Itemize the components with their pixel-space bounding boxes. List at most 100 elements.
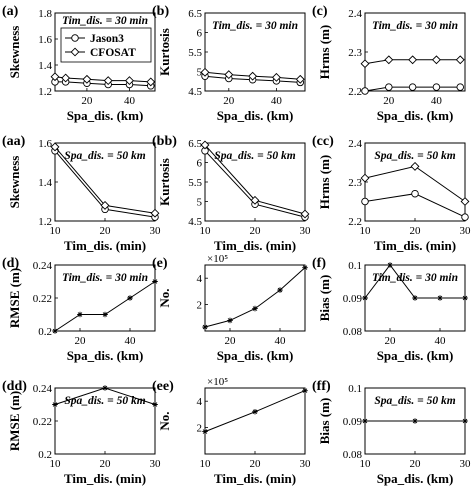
x-tick-label: 10 bbox=[200, 225, 212, 237]
panel-label: (b) bbox=[152, 4, 169, 19]
y-tick-label: 2.4 bbox=[348, 138, 362, 150]
x-tick-label: 30 bbox=[150, 225, 162, 237]
data-point-star bbox=[362, 295, 368, 301]
data-point-star bbox=[202, 324, 208, 330]
y-tick-label: 5.5 bbox=[188, 177, 202, 189]
y-axis-label: No. bbox=[157, 411, 172, 430]
x-tick-label: 10 bbox=[200, 458, 212, 470]
data-point-star bbox=[77, 311, 83, 318]
panel-label: (f) bbox=[312, 256, 326, 271]
panel-label: (bb) bbox=[152, 134, 177, 149]
y-tick-label: 5.5 bbox=[188, 47, 202, 59]
panel-annotation: Tim_dis. = 30 min bbox=[62, 15, 148, 27]
y-tick-label: 5 bbox=[197, 197, 203, 209]
y-tick-label: 4 bbox=[197, 396, 203, 408]
x-tick-label: 30 bbox=[460, 225, 472, 237]
data-point-cfosat bbox=[50, 142, 60, 152]
x-axis-label: Spa_dis. (km) bbox=[377, 348, 454, 363]
panel-label: (ee) bbox=[152, 379, 174, 394]
data-point-star bbox=[252, 408, 258, 415]
data-point-star bbox=[102, 311, 108, 318]
y-axis-label: RMSE (m) bbox=[7, 268, 22, 328]
data-point-star bbox=[462, 295, 468, 301]
legend-entry: Jason3 bbox=[90, 33, 124, 45]
data-point-cfosat bbox=[455, 55, 465, 65]
x-tick-label: 10 bbox=[50, 225, 62, 237]
panel-annotation: Tim_dis. = 30 min bbox=[372, 272, 458, 284]
x-tick-label: 20 bbox=[225, 335, 237, 347]
data-point-star bbox=[102, 385, 108, 391]
y-tick-label: 4.5 bbox=[188, 216, 202, 228]
data-point-jason3 bbox=[361, 87, 369, 95]
data-point-cfosat bbox=[146, 77, 156, 87]
x-axis-label: Tim_dis. (min) bbox=[374, 238, 456, 253]
series-line bbox=[204, 267, 306, 328]
y-axis-label: Kurtosis bbox=[157, 158, 172, 206]
panel-annotation: Spa_dis. = 50 km bbox=[374, 150, 455, 162]
y-tick-label: 0.1 bbox=[348, 260, 362, 272]
data-point-jason3 bbox=[411, 189, 419, 198]
x-tick-label: 20 bbox=[75, 335, 87, 347]
data-point-star bbox=[227, 317, 233, 324]
x-axis-label: Spa_dis. (km) bbox=[67, 348, 144, 363]
panel-e: 20 40 2 4 Spa_dis. (km) No. (e) ×10⁵ bbox=[152, 253, 308, 363]
y-tick-label: 0.22 bbox=[33, 293, 52, 305]
y-axis-label: Kurtosis bbox=[157, 28, 172, 76]
panel-annotation: Tim_dis. = 30 min bbox=[372, 20, 458, 32]
panel-d: 20 40 0.2 0.22 0.24 Spa_dis. (km) RMSE (m)(d) T… bbox=[2, 256, 158, 363]
y-axis-label: Bias (m) bbox=[317, 398, 332, 445]
data-point-cfosat bbox=[61, 73, 71, 83]
panel-ff: 10 20 30 0.08 0.09 0.1 Spa_dis. (km) Bias (m) (f… bbox=[312, 379, 471, 486]
data-point-jason3 bbox=[461, 213, 469, 221]
plot-frame bbox=[204, 387, 306, 455]
y-tick-label: 0.09 bbox=[343, 416, 363, 428]
y-axis-label: RMSE (m) bbox=[7, 391, 22, 451]
data-point-jason3 bbox=[456, 83, 464, 91]
x-tick-label: 10 bbox=[50, 458, 62, 470]
data-point-cfosat bbox=[410, 161, 420, 171]
data-point-cfosat bbox=[460, 197, 470, 206]
y-axis-label: Hrms (m) bbox=[317, 25, 332, 80]
data-point-jason3 bbox=[408, 83, 417, 91]
x-tick-label: 40 bbox=[125, 335, 137, 347]
panel-label: (ff) bbox=[312, 379, 331, 394]
x-tick-label: 40 bbox=[271, 95, 283, 107]
y-tick-label: 2.3 bbox=[348, 47, 362, 59]
panel-c: 20 40 2.2 2.3 2.4 Spa_dis. (km) Hrms (m) (c) Tim… bbox=[312, 4, 466, 123]
legend-entry: CFOSAT bbox=[90, 47, 136, 59]
y-axis-label: Skewness bbox=[7, 156, 22, 209]
legend: Jason3 CFOSAT bbox=[60, 27, 152, 63]
panel-label: (e) bbox=[152, 256, 168, 271]
legend-box bbox=[60, 27, 152, 63]
panel-b: 20 40 4.5 5 5.5 6 6.5 Spa_dis. (km) Kurtosis (b) T… bbox=[152, 4, 306, 123]
data-point-cfosat bbox=[300, 209, 310, 219]
y-axis-label: Hrms (m) bbox=[317, 155, 332, 210]
x-tick-label: 20 bbox=[223, 95, 235, 107]
plot-frame bbox=[204, 264, 306, 332]
data-point-cfosat bbox=[408, 55, 418, 65]
y-tick-label: 1.4 bbox=[38, 177, 52, 189]
x-axis-label: Spa_dis. (km) bbox=[67, 108, 144, 123]
x-tick-label: 20 bbox=[383, 95, 395, 107]
y-tick-label: 2.4 bbox=[348, 8, 362, 20]
y-tick-label: 1.2 bbox=[38, 86, 52, 98]
y-tick-label: 0.24 bbox=[33, 383, 53, 395]
data-point-star bbox=[152, 401, 158, 408]
data-point-star bbox=[252, 305, 258, 312]
panel-label: (d) bbox=[2, 256, 19, 271]
x-tick-label: 20 bbox=[250, 225, 262, 237]
data-point-jason3 bbox=[361, 197, 369, 206]
x-tick-label: 30 bbox=[300, 458, 312, 470]
data-point-cfosat bbox=[100, 200, 110, 210]
y-tick-label: 6.5 bbox=[188, 138, 202, 150]
panel-annotation: Tim_dis. = 30 min bbox=[212, 20, 298, 32]
panel-f: 20 40 0.08 0.09 0.1 Spa_dis. (km) Bias (m) (f) T… bbox=[312, 256, 468, 363]
panel-annotation: Spa_dis. = 50 km bbox=[64, 395, 145, 407]
y-tick-label: 0.2 bbox=[38, 326, 52, 338]
data-point-cfosat bbox=[360, 173, 370, 183]
y-tick-label: 2.2 bbox=[348, 86, 362, 98]
data-point-jason3 bbox=[385, 83, 393, 91]
y-tick-label: 0.1 bbox=[348, 383, 362, 395]
data-point-cfosat bbox=[271, 72, 281, 82]
x-axis-label: Spa_dis. (km) bbox=[217, 348, 294, 363]
